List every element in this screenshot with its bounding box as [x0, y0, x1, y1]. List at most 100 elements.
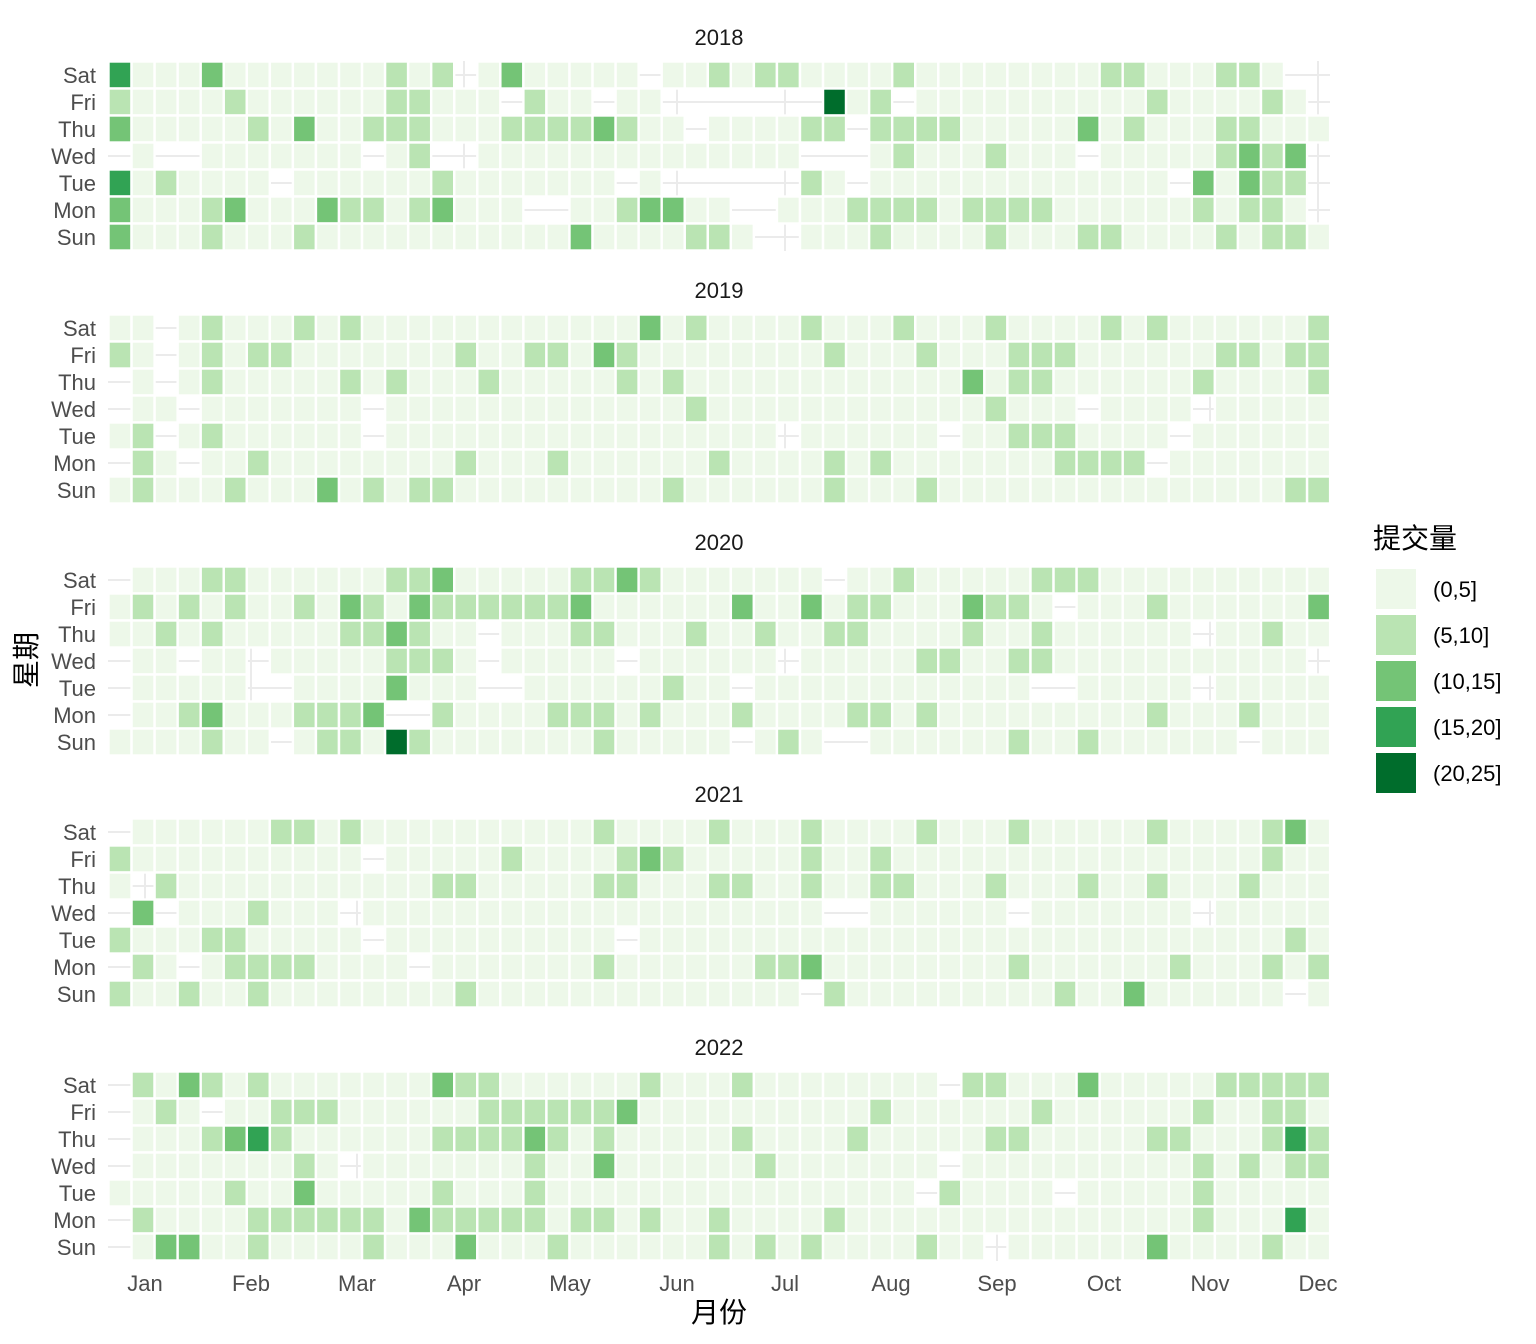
heatmap-cell [453, 817, 479, 847]
heatmap-cell [1305, 952, 1332, 982]
heatmap-cell [245, 475, 272, 505]
heatmap-cell [960, 168, 986, 198]
heatmap-cell [891, 141, 917, 171]
heatmap-cell [960, 60, 986, 90]
heatmap-cell [1098, 141, 1124, 171]
heatmap-cell [983, 421, 1009, 451]
heatmap-cell [430, 952, 456, 982]
heatmap-cell [798, 195, 825, 225]
heatmap-cell [130, 195, 156, 225]
heatmap-cell [1098, 727, 1124, 757]
heatmap-cell [245, 727, 272, 757]
heatmap-cell [798, 844, 825, 874]
heatmap-cell [914, 313, 940, 343]
heatmap-cell [1052, 87, 1078, 117]
heatmap-cell [153, 1178, 179, 1208]
heatmap-cell [430, 700, 456, 730]
heatmap-cell [499, 1232, 525, 1262]
heatmap-cell [430, 979, 456, 1009]
heatmap-cell [430, 394, 456, 424]
heatmap-cell [430, 1232, 456, 1262]
heatmap-cell [683, 475, 709, 505]
heatmap-cell [1029, 1070, 1055, 1100]
heatmap-cell [660, 222, 686, 252]
heatmap-cell [291, 592, 318, 622]
heatmap-cell [430, 592, 456, 622]
heatmap-cell [1213, 565, 1240, 595]
heatmap-cell [107, 844, 133, 874]
heatmap-cell [499, 421, 525, 451]
heatmap-cell [683, 727, 709, 757]
heatmap-cell [798, 817, 825, 847]
heatmap-cell [1144, 700, 1170, 730]
heatmap-cell [360, 700, 387, 730]
heatmap-cell [314, 727, 341, 757]
heatmap-cell [545, 1097, 571, 1127]
heatmap-cell [821, 60, 848, 90]
heatmap-cell [844, 421, 871, 451]
heatmap-cell [1052, 1070, 1078, 1100]
heatmap-cell [245, 340, 272, 370]
heatmap-cell [383, 195, 410, 225]
heatmap-cell [798, 1124, 825, 1154]
heatmap-cell [453, 979, 479, 1009]
heatmap-cell [130, 394, 156, 424]
heatmap-cell [1029, 817, 1055, 847]
heatmap-cell [798, 1232, 825, 1262]
heatmap-cell [1282, 925, 1309, 955]
heatmap-cell [960, 87, 986, 117]
heatmap-cell [1144, 1151, 1170, 1181]
heatmap-cell [291, 646, 318, 676]
heatmap-cell [867, 114, 894, 144]
heatmap-cell [591, 475, 617, 505]
heatmap-cell [914, 565, 940, 595]
heatmap-cell [383, 168, 410, 198]
legend-key [1376, 569, 1416, 609]
day-label-tue: Tue [59, 928, 96, 953]
heatmap-cell [291, 1070, 318, 1100]
heatmap-cell [637, 646, 663, 676]
heatmap-cell [1121, 592, 1147, 622]
heatmap-cell [614, 817, 640, 847]
heatmap-cell [660, 313, 686, 343]
heatmap-cell [383, 114, 410, 144]
heatmap-cell [199, 673, 225, 703]
heatmap-cell [199, 475, 225, 505]
heatmap-cell [729, 114, 756, 144]
heatmap-cell [775, 817, 802, 847]
heatmap-cell [1167, 114, 1194, 144]
heatmap-cell [683, 222, 709, 252]
heatmap-cell [1075, 87, 1101, 117]
heatmap-cell [222, 817, 248, 847]
heatmap-cell [453, 222, 479, 252]
heatmap-cell [891, 168, 917, 198]
heatmap-cell [476, 313, 502, 343]
heatmap-cell [960, 195, 986, 225]
heatmap-cell [268, 141, 295, 171]
heatmap-cell [821, 1151, 848, 1181]
heatmap-cell [1259, 367, 1286, 397]
heatmap-cell [867, 60, 894, 90]
heatmap-cell [568, 60, 594, 90]
heatmap-cell [614, 60, 640, 90]
heatmap-cell [130, 673, 156, 703]
heatmap-cell [706, 1124, 732, 1154]
heatmap-cell [314, 673, 341, 703]
heatmap-cell [176, 1178, 202, 1208]
heatmap-cell [406, 871, 433, 901]
heatmap-cell [1144, 313, 1170, 343]
heatmap-cell [660, 1097, 686, 1127]
heatmap-cell [1213, 475, 1240, 505]
heatmap-cell [891, 646, 917, 676]
heatmap-cell [1305, 844, 1332, 874]
heatmap-cell [614, 1151, 640, 1181]
heatmap-cell [1029, 141, 1055, 171]
heatmap-cell [844, 817, 871, 847]
heatmap-cell [637, 871, 663, 901]
heatmap-cell [1075, 817, 1101, 847]
heatmap-cell [960, 592, 986, 622]
heatmap-cell [1259, 394, 1286, 424]
heatmap-cell [1052, 195, 1078, 225]
heatmap-cell [1282, 448, 1309, 478]
panel-title-2022: 2022 [695, 1035, 744, 1060]
